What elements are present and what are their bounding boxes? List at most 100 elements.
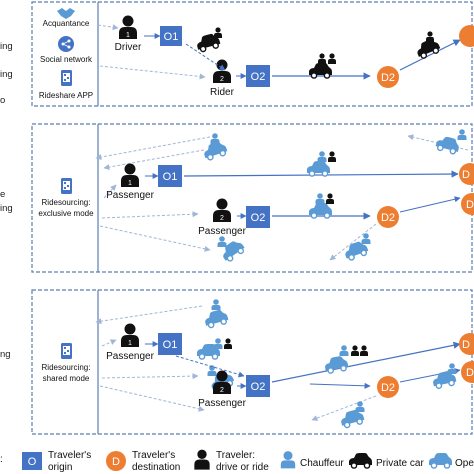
traveler-label: Passenger [106,190,154,201]
traveler-label: Passenger [106,351,154,362]
traveler-number: 2 [220,215,224,222]
chauffeur-icon [213,338,223,349]
traveler-number: 2 [220,387,224,394]
side-label-line: o [0,95,5,106]
destination-label: D [462,169,470,181]
destination-node [459,333,474,355]
dashed-link [103,184,117,199]
handshake-icon [57,8,75,19]
legend-label: drive or ride [216,462,269,473]
chauffeur-icon [315,193,325,204]
dashed-link [311,395,377,421]
operating-car-icon [434,133,462,156]
app-item-label: Rideshare APP [39,91,93,100]
panel-ridesharing: ing ing o Acquantance Social network Rid… [0,1,474,107]
destination-label: D [462,339,470,351]
mini-person-icon [351,345,359,356]
origin-label: O1 [164,31,179,43]
origin-node [160,26,182,46]
traveler-number: 2 [220,76,224,83]
legend-label: Ope [455,458,474,469]
traveler-number: 1 [126,32,130,39]
chauffeur-icon [339,345,349,356]
origin-label: O1 [163,171,178,183]
solid-link [399,39,461,71]
mini-person-icon [328,151,336,162]
app-item-label: exclusive mode [38,209,94,218]
dashed-link [101,339,117,347]
traveler-number: 1 [128,180,132,187]
operating-car-icon [202,307,230,330]
share-icon [58,36,74,52]
legend-label: Private car [376,458,424,469]
origin-node [246,65,270,87]
chauffeur-icon [210,133,220,144]
destination-label: D [466,367,474,379]
app-item-label: shared mode [43,374,90,383]
chauffeur-icon [317,151,327,162]
chauffeur-icon [447,363,457,374]
mini-person-icon [318,53,326,64]
origin-label: O2 [251,71,266,83]
app-item-label: Ridesourcing: [42,198,91,207]
panel-ridesourcing-exclusive: e ing Ridesourcing: exclusive mode 1 Pas… [0,123,474,273]
dashed-link [175,355,245,378]
qr-phone-icon [61,70,72,86]
mini-person-icon [214,27,222,38]
side-label-line: ing [0,41,13,52]
origin-node [158,333,182,355]
legend-lead: : [0,454,3,465]
mini-person-icon [426,31,434,42]
legend-label: origin [48,462,72,473]
destination-label: D2 [381,382,395,394]
traveler-label: Passenger [198,398,246,409]
app-item-label: Ridesourcing: [42,363,91,372]
dashed-link [99,65,206,80]
mini-person-icon [360,345,368,356]
panel-border [31,1,473,107]
traveler-number: 1 [128,340,132,347]
destination-label: D [466,199,474,211]
mini-person-icon [224,338,232,349]
destination-circle [106,451,126,471]
dashed-link [101,373,199,380]
qr-phone-icon [61,178,72,194]
origin-label: O1 [163,339,178,351]
traveler-label: Rider [210,87,235,98]
origin-square [22,452,42,470]
person-icon [194,449,210,470]
chauffeur-icon [217,236,227,247]
destination-node [461,193,474,215]
destination-node [377,66,399,88]
chauffeur-icon [457,129,467,140]
dashed-link [185,43,226,71]
side-label-line: ing [0,203,13,214]
legend-label: Traveler: [216,450,255,461]
qr-phone-icon [61,343,72,359]
legend-label: Chauffeur [300,458,344,469]
destination-node [459,25,474,47]
destination-node [459,163,474,185]
chauffeur-icon [211,299,221,310]
app-item-label: Social network [40,55,93,64]
solid-link [399,196,461,213]
solid-link [271,341,461,383]
legend-label: Traveler's [132,450,175,461]
origin-node [246,375,270,397]
app-item-label: Acquantance [43,19,90,28]
solid-link [183,170,459,178]
dashed-link [95,135,216,160]
dashed-link [103,149,205,170]
traveler-label: Driver [115,42,142,53]
destination-label: D2 [381,72,395,84]
dashed-link [97,24,119,31]
origin-node [158,165,182,187]
legend-symbol: O [28,456,37,468]
dashed-link [99,385,205,412]
origin-label: O2 [251,381,266,393]
legend-symbol: D [112,456,120,468]
solid-link [309,382,371,389]
mini-person-icon [326,193,334,204]
private-car-icon [348,452,373,469]
